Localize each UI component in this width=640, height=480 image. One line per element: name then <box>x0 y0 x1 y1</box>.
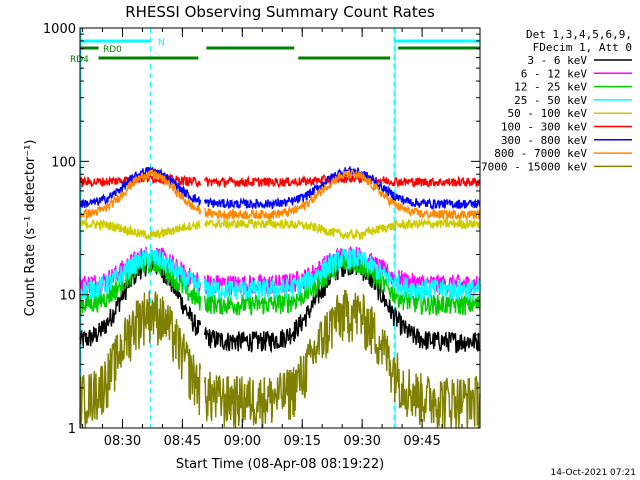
legend-entry-2: 12 - 25 keV <box>514 81 587 94</box>
legend-entry-5: 100 - 300 keV <box>501 121 587 134</box>
y-tick-label-3: 1000 <box>43 22 76 37</box>
series-line-8 <box>79 289 481 429</box>
series-line-3 <box>79 248 481 301</box>
x-axis-label: Start Time (08-Apr-08 08:19:22) <box>176 457 384 472</box>
legend-entry-0: 3 - 6 keV <box>527 54 587 67</box>
legend: Det 1,3,4,5,6,9,FDecim 1, Att 03 - 6 keV… <box>481 28 632 173</box>
legend-entry-1: 6 - 12 keV <box>521 67 588 80</box>
legend-header-1: FDecim 1, Att 0 <box>533 41 632 54</box>
x-tick-label-2: 09:00 <box>224 434 261 449</box>
legend-entry-8: 7000 - 15000 keV <box>481 160 587 173</box>
y-axis-label: Count Rate (s⁻¹ detector⁻¹) <box>23 140 38 317</box>
y-tick-label-0: 1 <box>68 422 76 437</box>
plot-frame <box>79 27 481 429</box>
x-tick-label-5: 09:45 <box>403 434 440 449</box>
timestamp: 14-Oct-2021 07:21 <box>551 468 636 478</box>
series-line-7 <box>79 168 481 222</box>
y-tick-label-2: 100 <box>51 155 76 170</box>
x-tick-label-0: 08:30 <box>104 434 141 449</box>
chart-title: RHESSI Observing Summary Count Rates <box>125 3 435 21</box>
flag-label-n: N <box>158 38 165 48</box>
series-line-4 <box>79 216 481 241</box>
legend-entry-7: 800 - 7000 keV <box>494 147 587 160</box>
legend-entry-3: 25 - 50 keV <box>514 94 587 107</box>
axes: 1 10 100 1000 08:30 08:45 09:00 09:15 09:30 09:45 <box>43 22 480 449</box>
legend-header-0: Det 1,3,4,5,6,9, <box>526 28 632 41</box>
series-line-0 <box>79 255 481 354</box>
y-tick-label-1: 10 <box>59 289 76 304</box>
legend-entry-4: 50 - 100 keV <box>508 107 588 120</box>
x-tick-label-3: 09:15 <box>284 434 321 449</box>
x-tick-label-4: 09:30 <box>343 434 380 449</box>
x-tick-label-1: 08:45 <box>164 434 201 449</box>
flag-label-rd0: RD0 <box>103 45 122 55</box>
legend-entry-6: 300 - 800 keV <box>501 134 587 147</box>
